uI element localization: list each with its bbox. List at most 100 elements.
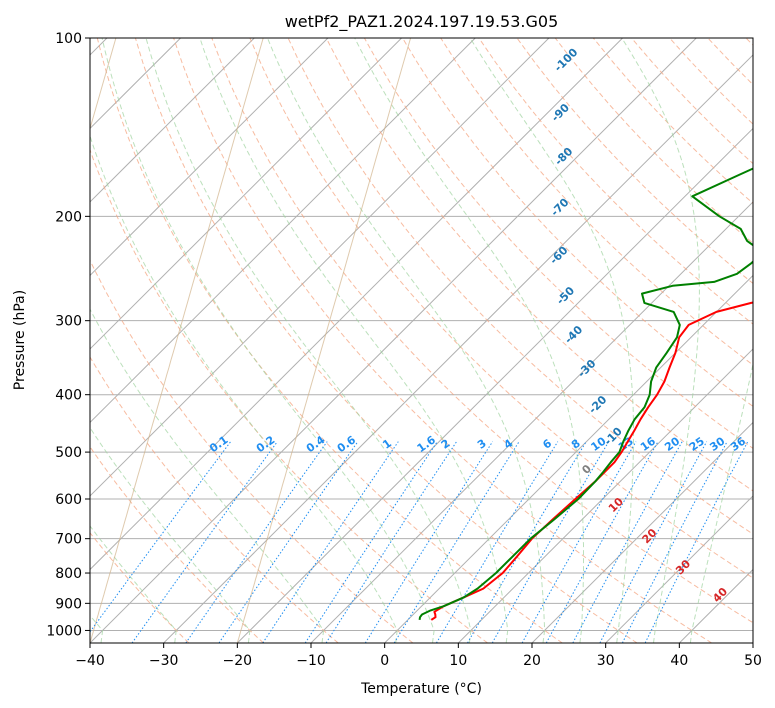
mixing-ratio-label: 2 [439, 437, 453, 452]
dry-adiabat [90, 259, 414, 643]
isotherm-line [90, 38, 329, 277]
mixing-ratio-line [304, 441, 438, 643]
dry-adiabat [211, 38, 753, 624]
mixing-ratio-line [364, 441, 494, 643]
y-tick-label: 1000 [46, 623, 82, 639]
mixing-ratio-label: 1 [380, 437, 394, 452]
isotherm-line [90, 38, 623, 571]
isotherm-line [236, 127, 753, 643]
x-tick-label: −40 [75, 653, 105, 669]
y-tick-label: 500 [55, 445, 82, 461]
mixing-ratio-line [621, 441, 728, 643]
x-axis-label: Temperature (°C) [360, 681, 482, 697]
isotherm-line [90, 38, 697, 643]
y-tick-label: 300 [55, 314, 82, 330]
mixing-ratio-line [262, 441, 399, 643]
mixing-ratio-line [644, 441, 749, 643]
mixing-ratio-line [467, 441, 587, 643]
moist-adiabat [689, 362, 753, 643]
dry-adiabat [745, 38, 753, 46]
plot-frame [89, 37, 754, 644]
dry-adiabat [134, 38, 638, 643]
mixing-ratio-label: 20 [662, 434, 682, 454]
dry-adiabat [440, 38, 753, 366]
y-tick-label: 200 [55, 209, 82, 225]
mixing-ratio-line [325, 441, 458, 643]
profile-lines [418, 167, 753, 621]
x-tick-label: 40 [670, 653, 688, 669]
isotherm-line [310, 201, 753, 643]
moist-adiabat [145, 38, 472, 643]
y-tick-label: 600 [55, 492, 82, 508]
x-tick-label: −10 [296, 653, 326, 669]
mixing-ratio-line [599, 441, 708, 643]
y-tick-label: 100 [55, 31, 82, 47]
y-tick-label: 700 [55, 532, 82, 548]
line-labels: 0.1 0.2 0.4 0.6 1 1.6 2 3 4 6 8 10 13 16 20 25 30 36-100-… [207, 45, 748, 605]
mixing-ratio-label: 8 [569, 437, 583, 452]
mixing-ratio-label: 16 [638, 434, 658, 454]
isotherm-line [531, 421, 753, 643]
isotherm-line [678, 568, 753, 643]
moist-adiabat [90, 134, 398, 643]
x-tick-label: 10 [449, 653, 467, 669]
y-tick-label: 800 [55, 566, 82, 582]
dry-adiabat-label: -100 [552, 45, 581, 74]
moist-adiabat [621, 38, 700, 643]
dry-adiabat [325, 38, 753, 492]
dry-adiabat [516, 38, 753, 285]
mixing-ratio-line [435, 441, 559, 643]
mixing-ratio-line [491, 441, 610, 643]
dry-adiabat-label: -20 [586, 393, 609, 416]
reference-curve [90, 38, 264, 643]
y-tick-label: 400 [55, 388, 82, 404]
mixing-ratio-label: 25 [687, 435, 707, 454]
isotherm-line [90, 38, 402, 350]
isotherm-line [752, 642, 753, 643]
moist-adiabat [199, 38, 509, 643]
x-tick-label: 0 [380, 653, 389, 669]
dewpoint-line [418, 167, 753, 621]
mixing-ratio-line [218, 441, 359, 643]
isotherm-line [90, 38, 550, 497]
mixing-ratio-label: 3 [475, 437, 489, 452]
isotherm-line [384, 274, 753, 643]
dry-adiabat-label: -40 [562, 323, 585, 346]
dry-adiabat-label: -30 [575, 357, 598, 380]
mixing-ratio-line [572, 441, 683, 643]
dry-adiabat [90, 356, 339, 643]
mixing-ratio-line [90, 441, 232, 633]
dry-adiabat [90, 446, 264, 643]
isotherm-line [605, 495, 753, 643]
dry-adiabat-label: -70 [548, 195, 571, 218]
x-tick-label: −30 [149, 653, 179, 669]
y-axis-label: Pressure (hPa) [12, 290, 28, 390]
dry-adiabat [669, 38, 753, 125]
isotherm-line [90, 38, 255, 203]
dry-adiabat [707, 38, 753, 86]
dry-adiabat [554, 38, 753, 244]
isotherm-line [163, 54, 753, 643]
mixing-ratio-label: 36 [728, 434, 748, 454]
moist-adiabat [267, 38, 546, 643]
y-tick-label: 900 [55, 596, 82, 612]
mixing-ratio-line [393, 441, 520, 643]
moist-adiabat-label: 40 [710, 585, 730, 605]
moist-adiabat [90, 308, 325, 643]
dry-adiabat [90, 531, 190, 643]
temperature-line [430, 301, 753, 621]
background-lines [90, 38, 753, 643]
moist-adiabat [101, 38, 435, 643]
mixing-ratio-line [185, 441, 328, 643]
mixing-ratio-label: 6 [540, 437, 554, 452]
x-tick-label: −20 [223, 653, 253, 669]
moist-adiabat-label: 20 [640, 526, 660, 546]
moist-adiabat [469, 38, 634, 643]
chart-title: wetPf2_PAZ1.2024.197.19.53.G05 [285, 12, 559, 32]
x-tick-label: 20 [523, 653, 541, 669]
isotherm-line [457, 348, 753, 643]
dry-adiabat-label: -50 [554, 284, 577, 307]
dry-adiabat [402, 38, 753, 407]
moist-adiabat-label: 10 [606, 495, 626, 515]
